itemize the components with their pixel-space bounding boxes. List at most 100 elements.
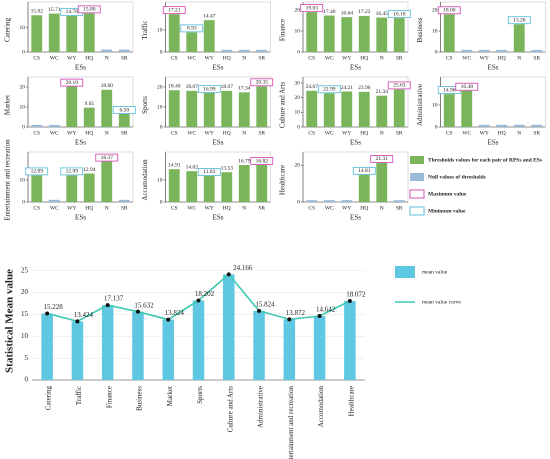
value-label: 16.82 bbox=[256, 158, 269, 164]
y-tick-label: 0 bbox=[25, 376, 29, 384]
min-box bbox=[317, 85, 341, 94]
y-tick-label: 0 bbox=[435, 124, 438, 130]
value-label: 15.228 bbox=[44, 303, 64, 311]
bar bbox=[323, 15, 335, 52]
x-axis-title: ESs bbox=[488, 64, 499, 72]
value-label: 23.96 bbox=[358, 85, 371, 91]
bar bbox=[323, 93, 335, 127]
y-tick-label: 0 bbox=[435, 49, 438, 55]
x-tick-label: N bbox=[380, 55, 384, 61]
bar bbox=[238, 165, 250, 202]
bar bbox=[376, 95, 388, 127]
value-label: 18.202 bbox=[195, 290, 215, 298]
x-tick-label: WC bbox=[50, 130, 59, 136]
min-box bbox=[352, 166, 376, 175]
null-bar bbox=[48, 199, 60, 202]
x-tick-label: N bbox=[105, 55, 109, 61]
legend-label: mean value curve bbox=[422, 299, 461, 305]
y-tick-label: 10 bbox=[295, 28, 301, 34]
bar bbox=[66, 86, 78, 127]
value-label: 16.48 bbox=[461, 84, 474, 90]
value-label: 18.40 bbox=[168, 83, 181, 89]
y-tick-label: 0 bbox=[297, 124, 300, 130]
value-label: 20.35 bbox=[256, 80, 269, 86]
x-tick-label: CS bbox=[446, 55, 453, 61]
y-tick-label: 10 bbox=[432, 28, 438, 34]
x-tick-label: SR bbox=[258, 55, 265, 61]
min-box bbox=[197, 85, 221, 93]
max-box bbox=[455, 82, 479, 91]
x-tick-label: N bbox=[242, 130, 246, 136]
y-axis-title: Entertainment and recreation bbox=[4, 139, 12, 221]
max-box bbox=[250, 78, 274, 87]
point bbox=[226, 272, 231, 277]
bar bbox=[101, 305, 114, 380]
value-label: 14.47 bbox=[203, 13, 216, 19]
value-label: 17.137 bbox=[104, 295, 124, 303]
bar bbox=[203, 20, 215, 52]
value-label: 16.18 bbox=[393, 11, 406, 17]
value-label: 25.63 bbox=[393, 83, 406, 89]
legend-label: Maximum value bbox=[428, 191, 467, 197]
value-label: 15.632 bbox=[134, 301, 154, 309]
x-tick-label: SR bbox=[533, 130, 540, 136]
y-tick-label: 20 bbox=[295, 95, 301, 101]
x-tick-label: Administrative bbox=[257, 386, 265, 428]
value-label: 15.02 bbox=[31, 9, 44, 15]
bar bbox=[186, 90, 198, 127]
legend-label: mean value bbox=[422, 269, 448, 275]
point bbox=[105, 303, 110, 308]
min-box bbox=[112, 106, 136, 114]
y-axis-title: Accomodation bbox=[141, 159, 149, 201]
bar bbox=[186, 171, 198, 202]
x-tick-label: HQ bbox=[498, 55, 506, 61]
bar bbox=[132, 311, 144, 380]
x-tick-label: HQ bbox=[85, 205, 93, 211]
x-tick-label: Sports bbox=[196, 386, 204, 404]
null-bar bbox=[478, 49, 490, 52]
point bbox=[287, 317, 292, 322]
y-axis-title: Catering bbox=[4, 17, 12, 42]
value-label: 15.80 bbox=[83, 7, 96, 13]
y-tick-label: 10 bbox=[20, 177, 26, 183]
point bbox=[347, 299, 352, 304]
null-bar bbox=[306, 200, 318, 202]
value-label: 13.424 bbox=[74, 311, 94, 319]
y-tick-label: 25 bbox=[21, 266, 29, 274]
x-axis-title: ESs bbox=[75, 64, 86, 72]
bar bbox=[393, 89, 405, 127]
bar bbox=[358, 91, 370, 127]
max-box bbox=[250, 157, 274, 165]
legend-swatch bbox=[409, 189, 425, 199]
bar bbox=[376, 17, 388, 52]
legend-swatch bbox=[395, 266, 415, 278]
bar bbox=[66, 15, 78, 53]
bar bbox=[283, 319, 296, 380]
point bbox=[135, 309, 140, 314]
x-tick-label: Culture and Arts bbox=[226, 386, 234, 433]
x-tick-label: SR bbox=[396, 205, 403, 211]
x-axis-title: ESs bbox=[350, 214, 361, 222]
x-tick-label: Traffic bbox=[75, 386, 83, 405]
bar bbox=[256, 164, 268, 202]
y-tick-label: 10 bbox=[157, 104, 163, 110]
x-tick-label: N bbox=[105, 205, 109, 211]
bar bbox=[83, 13, 95, 53]
x-tick-label: WY bbox=[480, 130, 489, 136]
x-axis-title: ESs bbox=[75, 214, 86, 222]
value-label: 24.21 bbox=[341, 85, 354, 91]
y-tick-label: 15 bbox=[21, 310, 29, 318]
min-box bbox=[25, 167, 49, 176]
x-tick-label: N bbox=[105, 130, 109, 136]
x-tick-label: CS bbox=[33, 55, 40, 61]
value-label: 13.26 bbox=[513, 17, 526, 23]
max-box bbox=[77, 5, 101, 14]
bar bbox=[101, 161, 113, 202]
value-label: 13.53 bbox=[221, 165, 234, 171]
x-tick-label: WC bbox=[325, 205, 334, 211]
x-tick-label: HQ bbox=[498, 130, 506, 136]
null-bar bbox=[101, 49, 113, 52]
bar bbox=[306, 12, 318, 53]
x-tick-label: HQ bbox=[223, 205, 231, 211]
x-tick-label: N bbox=[517, 55, 521, 61]
